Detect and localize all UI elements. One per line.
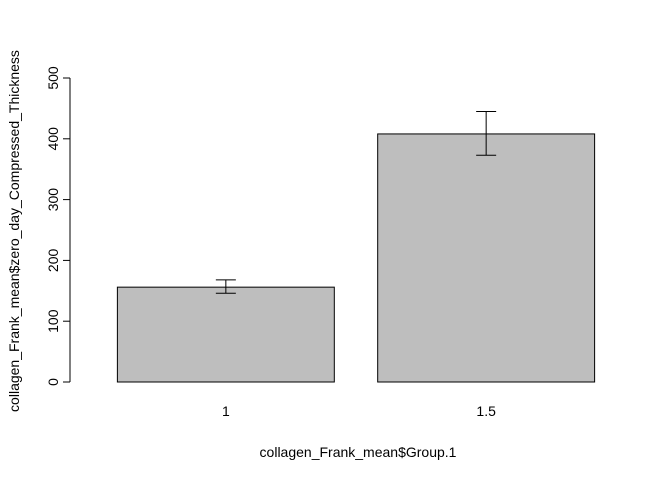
- x-tick-label: 1.5: [476, 403, 496, 419]
- y-axis-title: collagen_Frank_mean$zero_day_Compressed_…: [6, 50, 22, 412]
- error-bars-group: [215, 110, 497, 294]
- y-axis: 0 100 200 300 400 500: [45, 66, 71, 386]
- bar-1: [116, 286, 335, 383]
- bars-group: [116, 133, 596, 383]
- y-tick-label: 200: [45, 249, 61, 273]
- x-tick-label: 1: [222, 403, 230, 419]
- y-tick-label: 300: [45, 188, 61, 212]
- y-tick-label: 100: [45, 309, 61, 333]
- y-tick-label: 0: [45, 378, 61, 386]
- y-tick-label: 400: [45, 127, 61, 151]
- bar-1-5: [377, 133, 596, 383]
- x-tick-labels: 1 1.5: [222, 403, 496, 419]
- y-tick-label: 500: [45, 66, 61, 90]
- x-axis-title: collagen_Frank_mean$Group.1: [260, 444, 457, 460]
